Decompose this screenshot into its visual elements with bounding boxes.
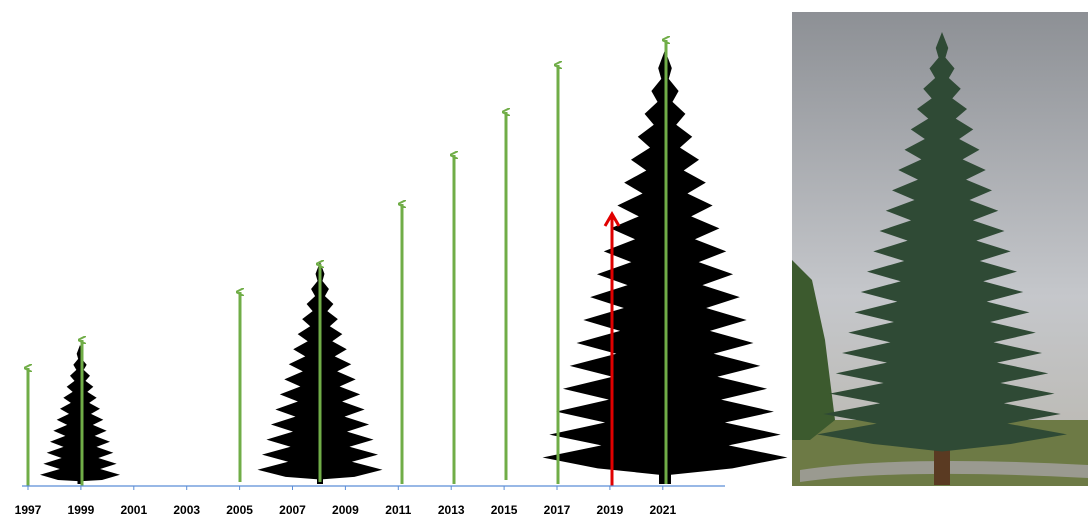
tree-crown (40, 345, 120, 482)
year-label: 2003 (173, 503, 200, 517)
tree-trunk (77, 467, 83, 484)
year-label: 1997 (15, 503, 42, 517)
year-labels: 1997 1999 2001 2003 2005 2007 2009 2011 2013 2015… (15, 486, 676, 517)
year-label: 2015 (491, 503, 518, 517)
tree-crown (817, 32, 1067, 452)
tree-photo (792, 12, 1088, 486)
year-label: 2007 (279, 503, 306, 517)
year-label: 1999 (68, 503, 95, 517)
year-label: 2005 (226, 503, 253, 517)
year-label: 2011 (385, 503, 411, 517)
year-label: 2019 (597, 503, 624, 517)
year-label: 2013 (438, 503, 465, 517)
year-label: 2017 (544, 503, 571, 517)
arrow-head (603, 211, 621, 227)
growth-arrows (28, 40, 666, 486)
year-label: 2009 (332, 503, 359, 517)
year-label: 2001 (120, 503, 147, 517)
year-label: 2021 (649, 503, 676, 517)
photo-bush (792, 260, 835, 440)
tree-silhouettes (40, 50, 788, 484)
